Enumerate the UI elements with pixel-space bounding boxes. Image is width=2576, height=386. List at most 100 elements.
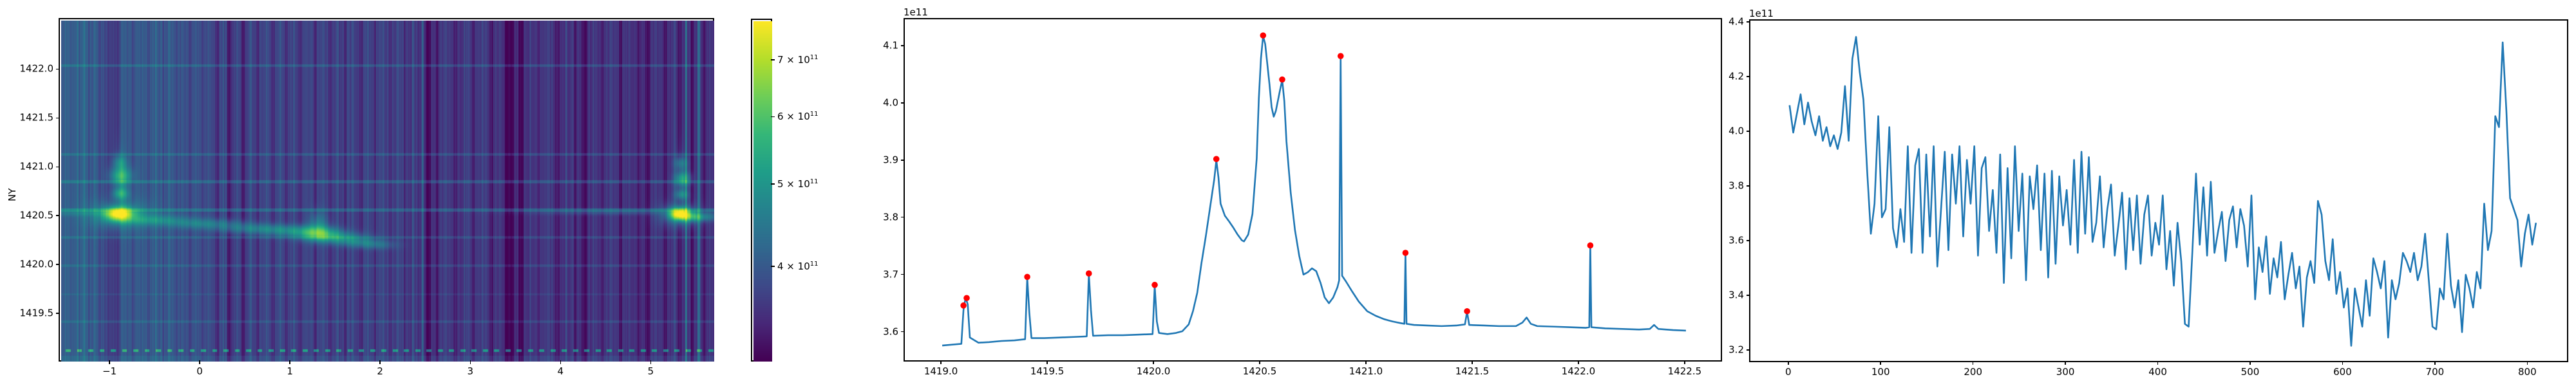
x-tick-mark (1472, 360, 1473, 364)
x-tick-mark (109, 360, 110, 364)
x-tick-mark (2249, 361, 2251, 365)
x-tick-mark (2434, 361, 2436, 365)
x-tick-label: 3 (467, 365, 474, 377)
peak-marker (1085, 270, 1092, 277)
y-tick-mark (56, 264, 60, 265)
x-tick-mark (1365, 360, 1367, 364)
y-tick-mark (1747, 295, 1750, 296)
y-tick-mark (901, 45, 905, 46)
y-tick-label: 3.8 (1728, 179, 1744, 192)
x-tick-label: −1 (102, 365, 117, 377)
y-tick-label: 4.0 (883, 96, 898, 109)
colorbar-tick-label: 7 × 1011 (777, 55, 818, 65)
y-tick-label: 1420.5 (19, 209, 54, 221)
y-tick-mark (56, 166, 60, 168)
peak-marker (1260, 32, 1267, 39)
x-tick-mark (560, 360, 562, 364)
y-tick-mark (1747, 185, 1750, 187)
x-tick-mark (1880, 361, 1881, 365)
y-tick-label: 1421.0 (19, 160, 54, 172)
y-tick-label: 4.2 (1728, 70, 1744, 82)
total-power-timeseries-line (1788, 36, 2537, 347)
peak-marker (1279, 76, 1285, 83)
x-tick-label: 5 (647, 365, 654, 377)
colorbar-tick-base: 4 × 10 (777, 260, 810, 272)
peak-marker (960, 302, 967, 309)
colorbar-tick-label: 4 × 1011 (777, 261, 818, 271)
y-tick-label: 3.6 (883, 326, 898, 338)
spectrum-axes (904, 18, 1722, 362)
y-tick-label: 1420.0 (19, 258, 54, 270)
x-tick-label: 1420.0 (1136, 365, 1171, 377)
colorbar-tick-mark (771, 59, 775, 60)
colorbar-tick-label: 5 × 1011 (777, 178, 819, 190)
y-tick-label: 3.8 (883, 211, 898, 223)
y-tick-label: 4.0 (1728, 125, 1744, 137)
x-tick-label: 800 (2517, 366, 2537, 378)
x-tick-label: 1421.5 (1455, 365, 1490, 377)
peak-marker (1337, 53, 1344, 59)
x-tick-label: 1422.5 (1667, 365, 1702, 377)
x-tick-mark (650, 360, 652, 364)
x-tick-mark (1788, 361, 1789, 365)
peak-marker (1024, 273, 1030, 280)
x-tick-label: 4 (557, 365, 564, 377)
y-tick-label: 3.6 (1728, 234, 1744, 246)
x-tick-label: 100 (1871, 366, 1890, 378)
colorbar-tick-base: 7 × 10 (777, 54, 810, 66)
y-tick-label: 1419.5 (19, 307, 54, 319)
y-tick-mark (1747, 21, 1750, 23)
heatmap-canvas (61, 21, 714, 362)
spectrum-offset-label: 1e11 (904, 6, 928, 18)
peak-marker (1587, 242, 1594, 249)
timeseries-axes (1749, 19, 2568, 362)
y-tick-mark (901, 273, 905, 275)
x-tick-mark (1046, 360, 1048, 364)
x-tick-mark (1684, 360, 1685, 364)
x-tick-label: 2 (377, 365, 383, 377)
x-tick-label: 1421.0 (1349, 365, 1383, 377)
y-tick-mark (56, 117, 60, 119)
x-tick-label: 1422.0 (1561, 365, 1596, 377)
x-tick-mark (1578, 360, 1579, 364)
y-tick-mark (901, 331, 905, 333)
y-tick-mark (901, 102, 905, 104)
y-tick-label: 3.9 (883, 154, 898, 166)
peak-marker (1151, 282, 1158, 288)
colorbar-tick-mark (771, 116, 775, 118)
colorbar-tick-base: 6 × 10 (777, 111, 810, 123)
x-tick-mark (2065, 361, 2066, 365)
colorbar-canvas (753, 21, 772, 362)
y-tick-mark (1747, 131, 1750, 132)
x-tick-mark (379, 360, 381, 364)
y-tick-mark (901, 160, 905, 161)
heatmap-axes (59, 18, 714, 362)
y-tick-label: 3.7 (883, 268, 898, 280)
x-tick-mark (2157, 361, 2159, 365)
x-tick-label: 1419.0 (923, 365, 958, 377)
timeseries-offset-label: 1e11 (1749, 8, 1774, 19)
colorbar-tick-exponent: 11 (810, 178, 819, 185)
colorbar-tick-label: 6 × 1011 (777, 111, 818, 122)
y-tick-label: 3.4 (1728, 289, 1744, 301)
y-tick-mark (56, 68, 60, 70)
x-tick-label: 700 (2425, 366, 2445, 378)
spectrum-plot-svg (942, 32, 1686, 347)
x-tick-label: 400 (2148, 366, 2167, 378)
timeseries-plot-svg (1788, 36, 2537, 347)
x-tick-mark (469, 360, 471, 364)
x-tick-label: 1420.5 (1242, 365, 1277, 377)
x-tick-label: 600 (2333, 366, 2352, 378)
colorbar-tick-base: 5 × 10 (777, 178, 810, 190)
colorbar-tick-exponent: 11 (810, 260, 819, 268)
y-tick-mark (1747, 76, 1750, 77)
peak-marker (1213, 156, 1220, 162)
y-tick-mark (901, 216, 905, 218)
x-tick-mark (1972, 361, 1974, 365)
x-tick-mark (940, 360, 942, 364)
colorbar-tick-exponent: 11 (810, 111, 819, 118)
colorbar-tick-mark (771, 183, 775, 185)
x-tick-label: 1 (287, 365, 293, 377)
y-tick-label: 3.2 (1728, 344, 1744, 356)
